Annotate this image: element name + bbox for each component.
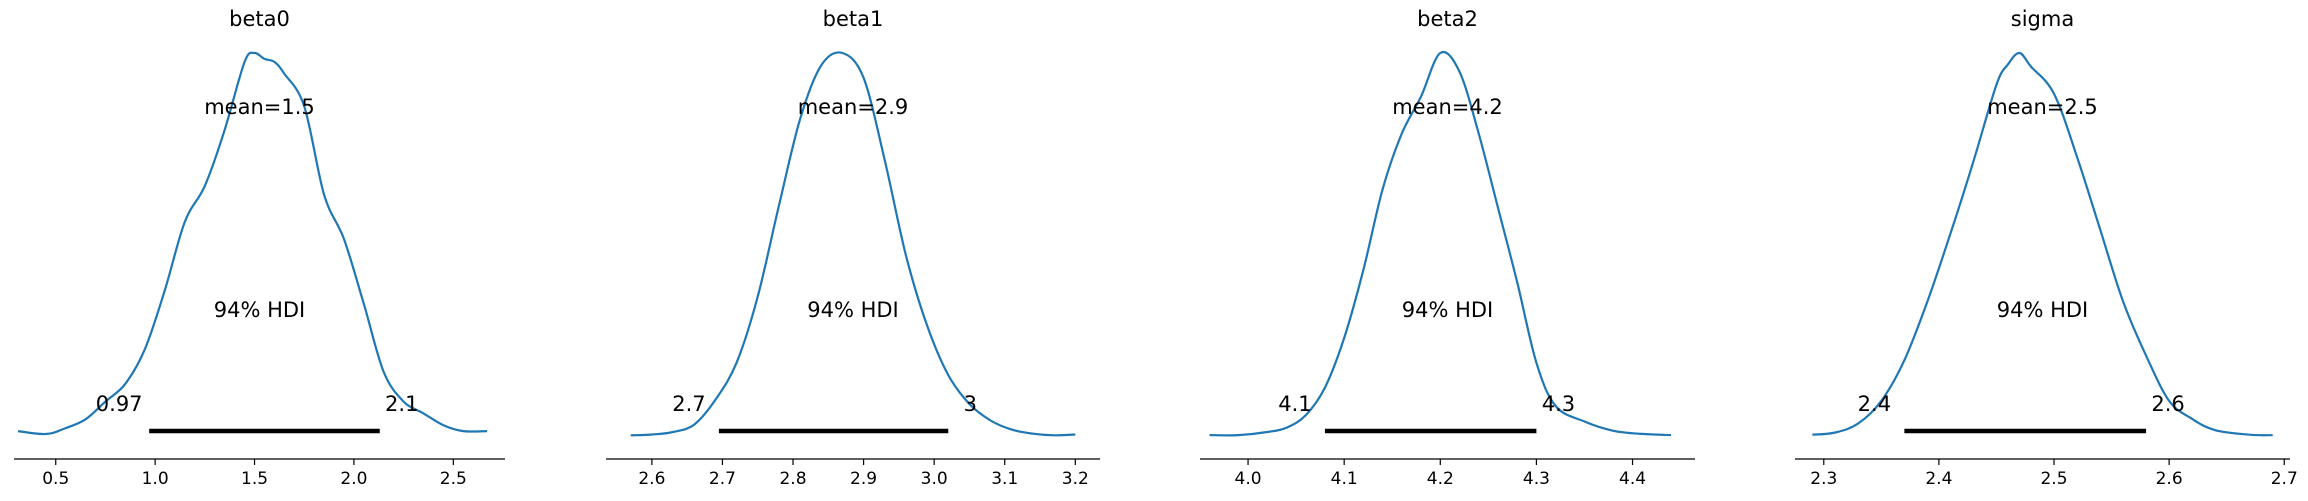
panel-sigma: sigma mean=2.5 94% HDI 2.4 2.6 2.3 2.4 2.5 2.6 2.… xyxy=(1795,7,2298,489)
hdi-label: 94% HDI xyxy=(1997,298,2089,322)
hdi-label: 94% HDI xyxy=(214,298,306,322)
panel-beta0: beta0 mean=1.5 94% HDI 0.97 2.1 0.5 1.0 1.5 2.0 2… xyxy=(14,7,505,489)
hdi-high-label: 3 xyxy=(964,392,977,416)
mean-label: mean=2.5 xyxy=(1987,95,2098,119)
density-curve xyxy=(1209,50,1672,437)
hdi-low-label: 4.1 xyxy=(1278,392,1311,416)
x-tick-label: 2.4 xyxy=(1925,469,1952,489)
density-curve xyxy=(17,51,488,436)
x-tick-label: 2.0 xyxy=(340,469,367,489)
hdi-low-label: 2.4 xyxy=(1858,392,1891,416)
density-curve xyxy=(630,51,1076,437)
x-tick-label: 2.5 xyxy=(440,469,467,489)
panel-title: beta2 xyxy=(1417,7,1478,31)
x-tick-label: 2.7 xyxy=(2271,469,2298,489)
hdi-low-label: 0.97 xyxy=(96,392,143,416)
x-tick-label: 4.2 xyxy=(1427,469,1454,489)
x-tick-label: 2.6 xyxy=(638,469,665,489)
x-tick-label: 1.5 xyxy=(241,469,268,489)
panel-title: sigma xyxy=(2011,7,2074,31)
x-tick-label: 2.7 xyxy=(709,469,736,489)
panel-beta2: beta2 mean=4.2 94% HDI 4.1 4.3 4.0 4.1 4.2 4.3 4.… xyxy=(1200,7,1695,489)
hdi-label: 94% HDI xyxy=(807,298,899,322)
x-tick-label: 2.9 xyxy=(850,469,877,489)
hdi-low-label: 2.7 xyxy=(672,392,705,416)
density-curve xyxy=(1812,51,2273,437)
x-tick-label: 4.0 xyxy=(1235,469,1262,489)
mean-label: mean=2.9 xyxy=(798,95,909,119)
mean-label: mean=1.5 xyxy=(204,95,315,119)
hdi-high-label: 2.1 xyxy=(385,392,418,416)
x-tick-label: 4.1 xyxy=(1331,469,1358,489)
x-tick-label: 2.6 xyxy=(2156,469,2183,489)
x-tick-label: 2.3 xyxy=(1810,469,1837,489)
x-tick-label: 1.0 xyxy=(142,469,169,489)
hdi-high-label: 2.6 xyxy=(2151,392,2184,416)
panel-title: beta1 xyxy=(823,7,884,31)
mean-label: mean=4.2 xyxy=(1392,95,1503,119)
x-tick-label: 0.5 xyxy=(42,469,69,489)
panel-beta1: beta1 mean=2.9 94% HDI 2.7 3 2.6 2.7 2.8 2.9 3.0 3… xyxy=(606,7,1100,489)
x-tick-label: 3.2 xyxy=(1062,469,1089,489)
x-tick-label: 3.1 xyxy=(991,469,1018,489)
x-tick-label: 4.3 xyxy=(1523,469,1550,489)
panel-title: beta0 xyxy=(229,7,290,31)
x-tick-label: 3.0 xyxy=(921,469,948,489)
x-tick-label: 4.4 xyxy=(1619,469,1646,489)
x-tick-label: 2.8 xyxy=(779,469,806,489)
hdi-label: 94% HDI xyxy=(1402,298,1494,322)
hdi-high-label: 4.3 xyxy=(1542,392,1575,416)
x-tick-label: 2.5 xyxy=(2040,469,2067,489)
